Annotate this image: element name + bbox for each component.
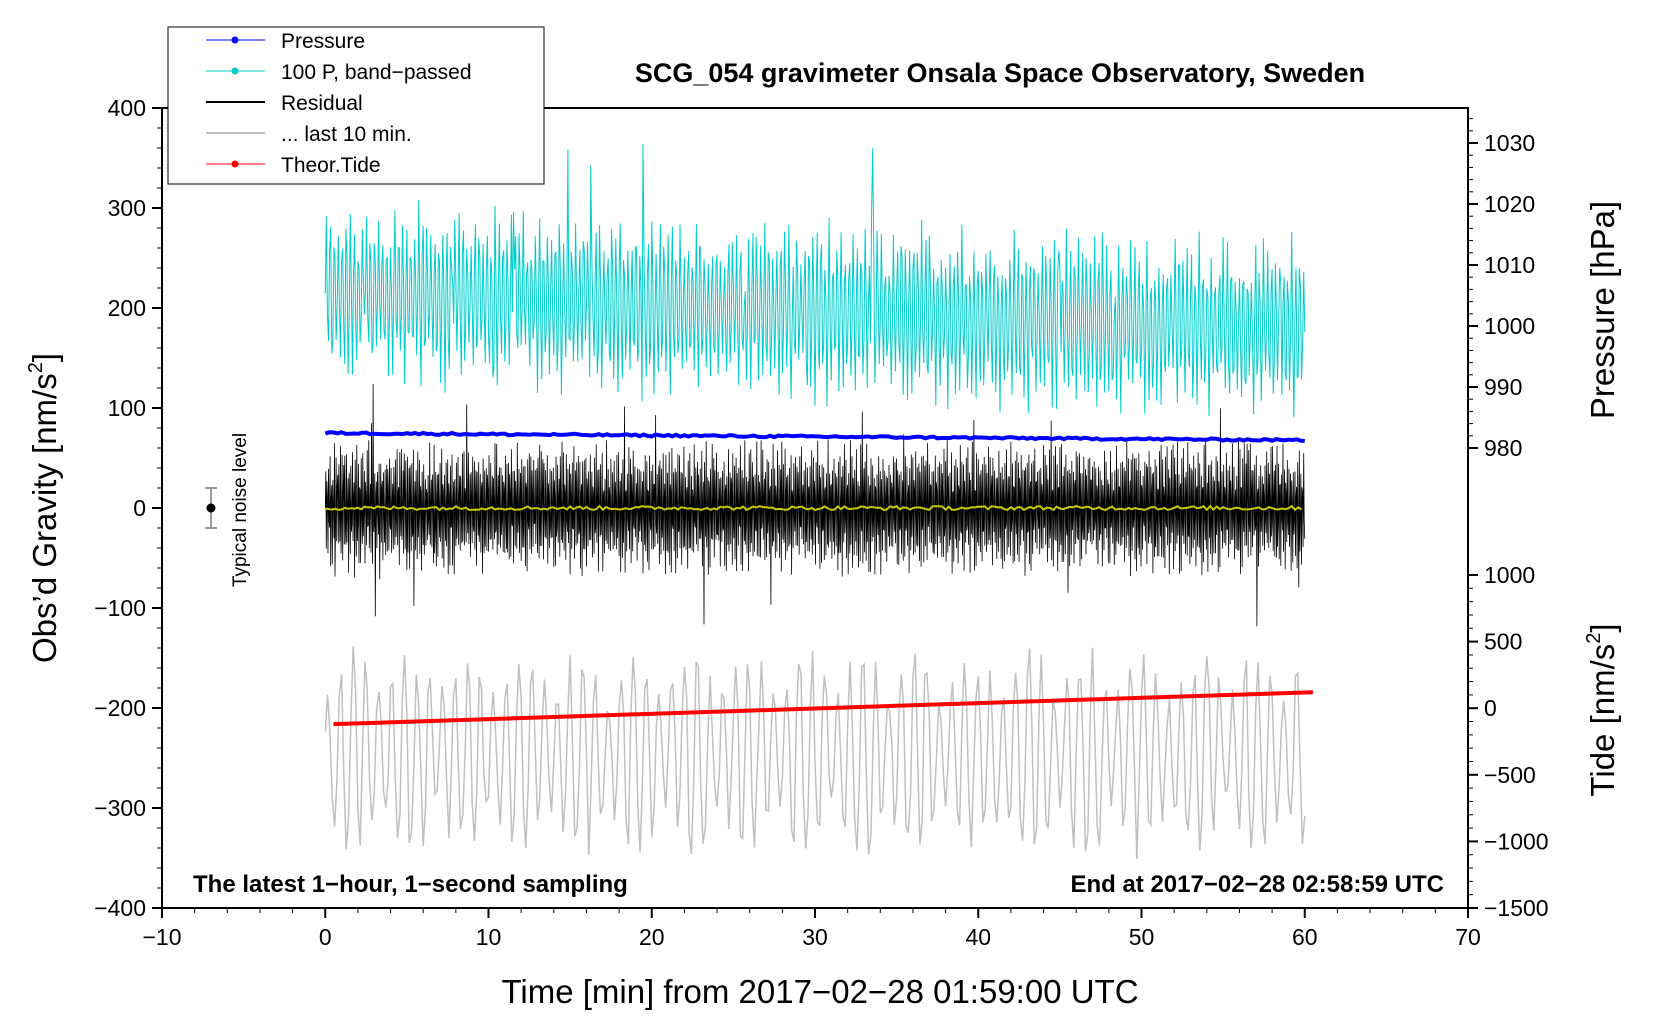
series-band-passed [324,143,1306,418]
y-left-tick-label: −300 [94,795,146,821]
legend-item-residual: Residual [206,92,363,115]
legend-label-tide: Theor.Tide [281,154,381,177]
y-axis-tide: 1000 500 0 −500 −1000 −1500 [1468,562,1549,921]
y-axis-tide-title: Tide [nm/s2] [1583,623,1621,796]
x-tick-label: 20 [639,924,665,950]
x-tick-label: 70 [1455,924,1481,950]
x-tick-label: 40 [965,924,991,950]
legend-marker-tide [231,160,239,168]
legend: Pressure 100 P, band−passed Residual ...… [167,26,545,185]
y-left-tick-label: 100 [108,395,146,421]
chart-title: SCG_054 gravimeter Onsala Space Observat… [635,58,1365,88]
pressure-tick-label: 1010 [1484,252,1535,278]
pressure-tick-label: 1020 [1484,191,1535,217]
y-left-tick-label: −100 [94,595,146,621]
y-axis-tide-title-close: ] [1584,623,1621,632]
legend-marker-band-passed [231,67,239,75]
y-axis-left-title-text: Obs’d Gravity [nm/s [26,373,63,663]
tide-tick-label: 500 [1484,629,1522,655]
x-tick-label: 60 [1292,924,1318,950]
pressure-tick-label: 1000 [1484,313,1535,339]
tide-tick-label: 1000 [1484,562,1535,588]
legend-item-tide: Theor.Tide [206,154,381,177]
tide-tick-label: −1000 [1484,828,1549,854]
y-left-tick-label: 400 [108,95,146,121]
noise-level-bar [204,487,217,529]
annotation-sampling: The latest 1−hour, 1−second sampling [193,871,628,898]
legend-label-residual: Residual [281,92,363,115]
pressure-tick-label: 980 [1484,435,1522,461]
noise-bar-point [206,503,216,513]
y-left-tick-label: −400 [94,895,146,921]
legend-item-band-passed: 100 P, band−passed [206,61,472,84]
x-tick-label: −10 [142,924,181,950]
annotation-end-time: End at 2017−02−28 02:58:59 UTC [1070,871,1444,898]
x-tick-label: 50 [1129,924,1155,950]
tide-tick-label: −1500 [1484,895,1549,921]
legend-label-band-passed: 100 P, band−passed [281,61,472,84]
y-axis-tide-title-text: Tide [nm/s [1584,644,1621,797]
legend-label-pressure: Pressure [281,30,365,53]
x-tick-label: 10 [476,924,502,950]
y-axis-pressure: 1030 1020 1010 1000 990 980 [1468,118,1535,461]
y-axis-left-title: Obs’d Gravity [nm/s2] [25,353,63,663]
x-axis-title: Time [min] from 2017−02−28 01:59:00 UTC [501,973,1138,1010]
legend-marker-pressure [231,36,239,44]
y-axis-left-title-close: ] [26,353,63,362]
y-axis-pressure-title: Pressure [hPa] [1584,201,1621,419]
x-tick-label: 0 [319,924,332,950]
legend-box [167,26,545,185]
x-axis: −10 0 10 20 30 40 50 60 70 [142,908,1481,950]
y-axis-left-title-sup: 2 [25,362,47,373]
pressure-tick-label: 990 [1484,374,1522,400]
y-left-tick-label: −200 [94,695,146,721]
series-layer [324,143,1313,860]
series-pressure [324,430,1305,443]
y-left-tick-label: 200 [108,295,146,321]
tide-tick-label: 0 [1484,695,1497,721]
series-last-10-min [324,645,1306,860]
series-residual-smoothed [325,504,1303,512]
legend-label-last-10-min: ... last 10 min. [281,123,412,146]
y-left-tick-label: 0 [133,495,146,521]
pressure-tick-label: 1030 [1484,130,1535,156]
x-tick-label: 30 [802,924,828,950]
tide-tick-label: −500 [1484,762,1536,788]
y-axis-left: 400 300 200 100 0 −100 −200 −300 −400 [94,95,162,921]
y-left-tick-label: 300 [108,195,146,221]
legend-item-last-10-min: ... last 10 min. [206,123,412,146]
series-residual [324,384,1306,627]
noise-level-label: Typical noise level [230,433,251,587]
legend-item-pressure: Pressure [206,30,365,53]
series-theoretical-tide [333,690,1313,727]
y-axis-tide-title-sup: 2 [1583,633,1605,644]
